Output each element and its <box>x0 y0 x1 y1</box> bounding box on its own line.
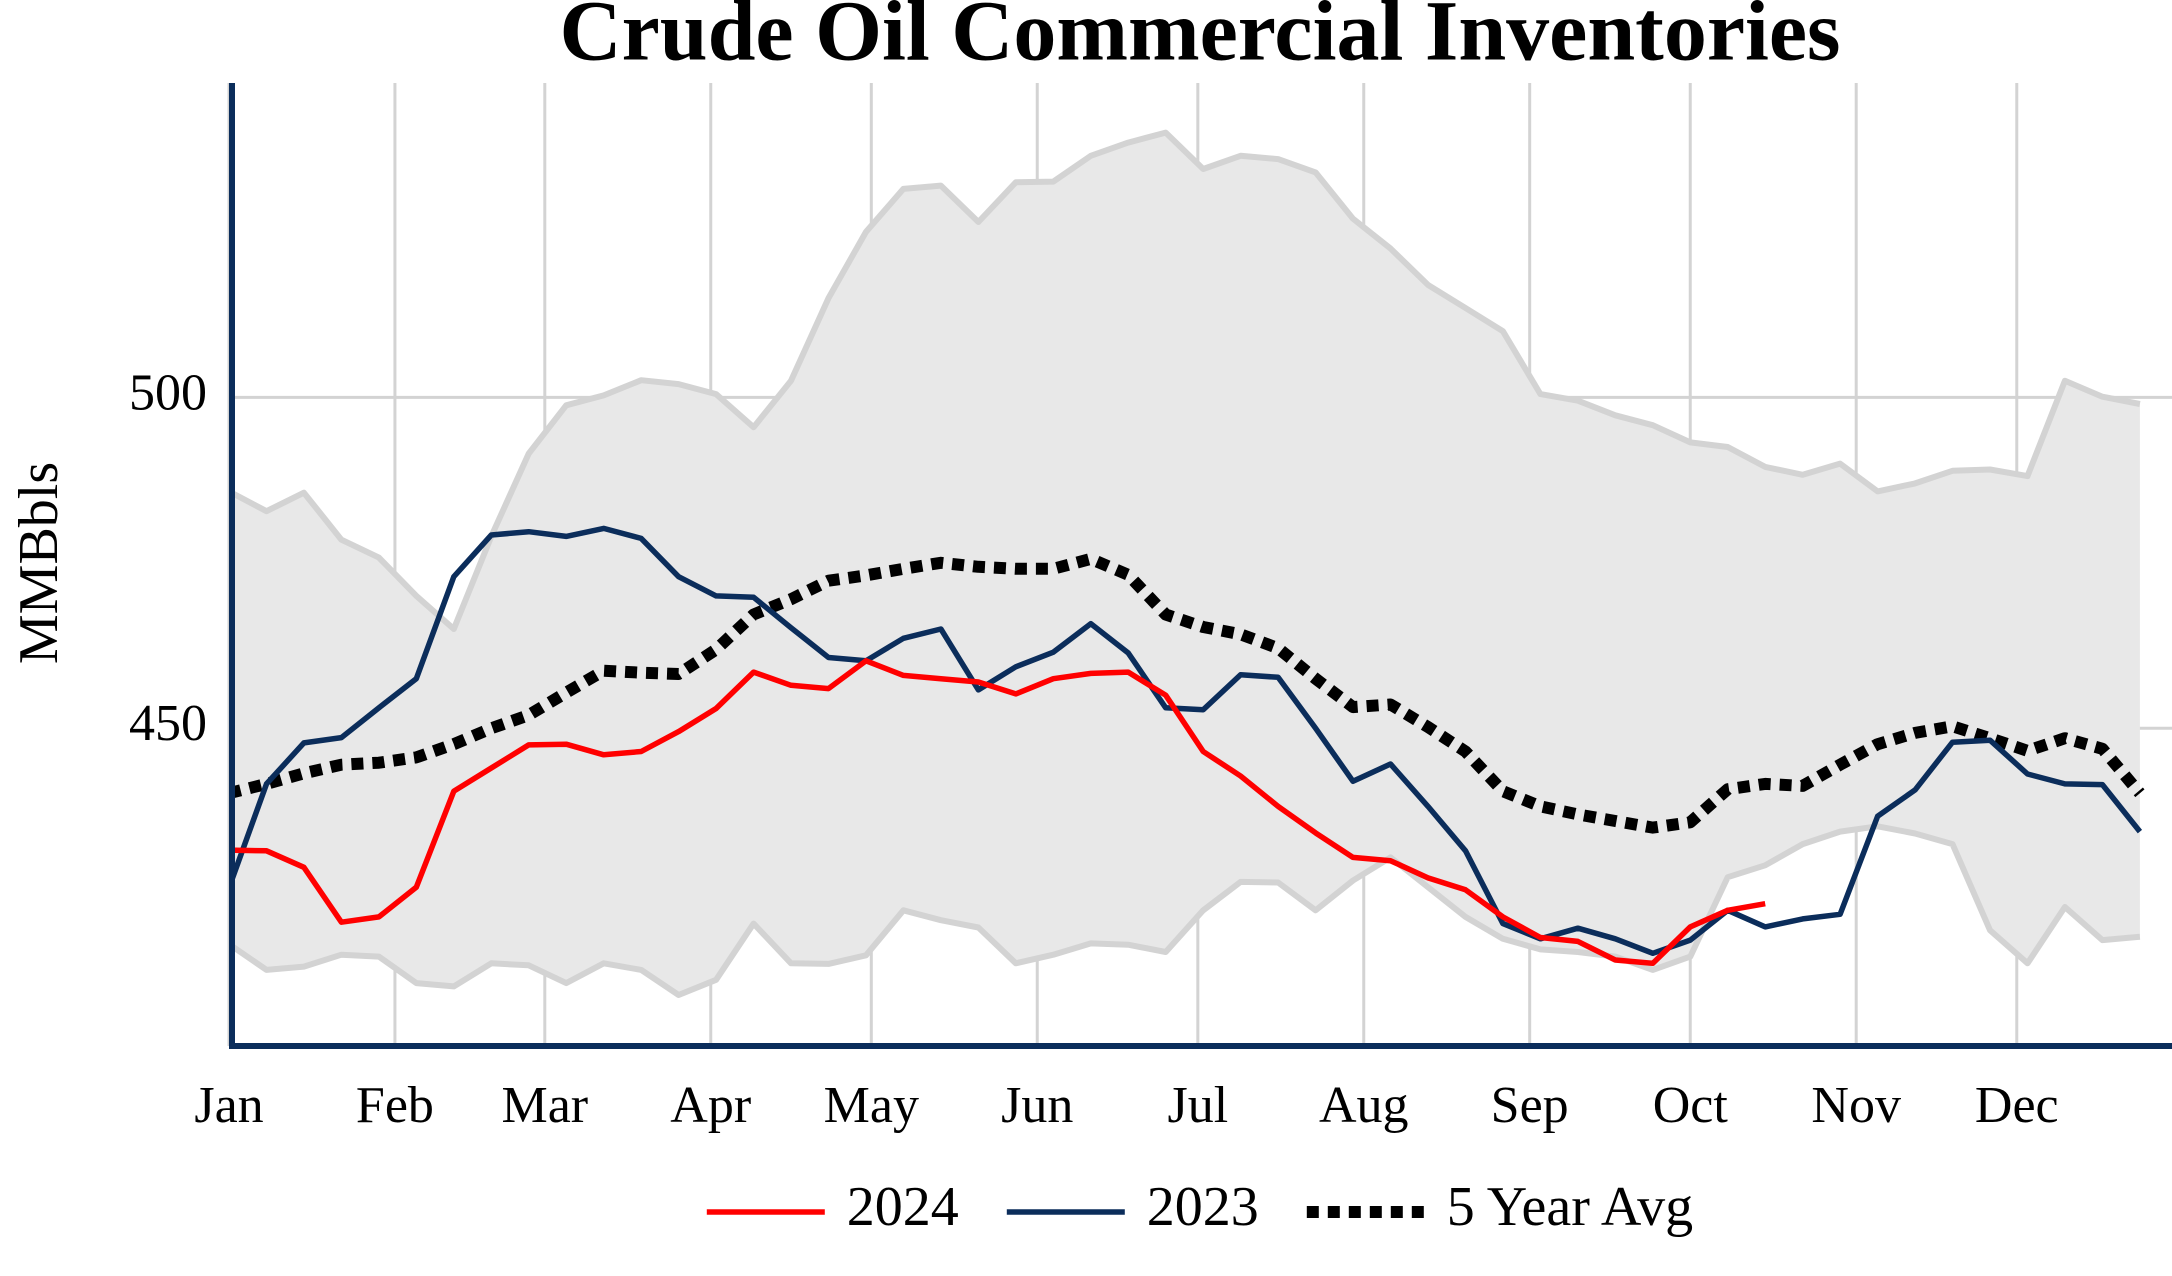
y-tick-label: 450 <box>129 695 207 752</box>
legend: 2024 2023 5 Year Avg <box>706 1176 1693 1238</box>
range-band <box>229 132 2140 996</box>
legend-item: 2024 <box>706 1176 959 1238</box>
legend-label: 2024 <box>847 1176 959 1238</box>
y-tick-label: 500 <box>129 364 207 421</box>
series-line <box>229 658 1766 967</box>
x-tick-label: Oct <box>1653 1077 1729 1134</box>
range-band-edge <box>229 823 2141 998</box>
range-band-edge <box>229 129 2141 632</box>
x-tick-label: Feb <box>356 1077 434 1134</box>
x-tick-label: Jun <box>1001 1077 1073 1134</box>
x-tick-label: Sep <box>1491 1077 1569 1134</box>
x-tick-label: Aug <box>1319 1077 1409 1134</box>
chart-title: Crude Oil Commercial Inventories <box>559 0 1840 79</box>
series-line <box>229 552 2145 834</box>
x-tick-label: Dec <box>1975 1077 2059 1134</box>
x-tick-label: May <box>824 1077 919 1134</box>
series-line <box>229 525 2143 957</box>
x-tick-label: Mar <box>501 1077 588 1134</box>
axes: Jan Feb Mar Apr May Jun Jul Aug Sep Oct Nov Dec 450 5… <box>129 83 2172 1134</box>
legend-label: 2023 <box>1147 1176 1259 1238</box>
x-tick-label: Apr <box>670 1077 751 1134</box>
legend-item: 2023 <box>1006 1176 1259 1238</box>
legend-item: 5 Year Avg <box>1306 1176 1693 1238</box>
y-axis-label: MMBbls <box>8 462 70 664</box>
x-tick-label: Jan <box>194 1077 263 1134</box>
plot-area <box>229 129 2145 998</box>
x-tick-label: Nov <box>1811 1077 1901 1134</box>
x-tick-label: Jul <box>1167 1077 1228 1134</box>
legend-label: 5 Year Avg <box>1447 1176 1693 1238</box>
